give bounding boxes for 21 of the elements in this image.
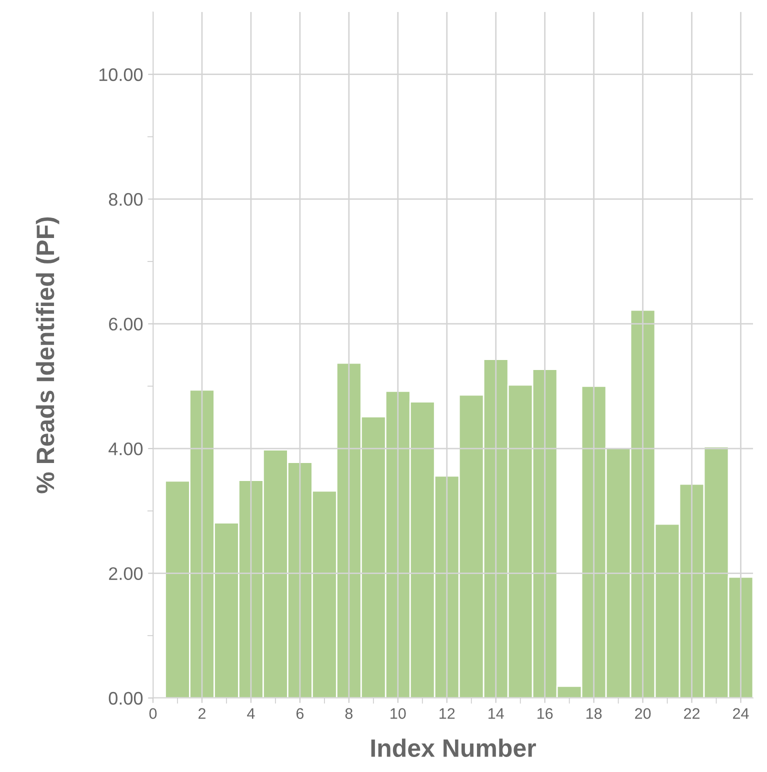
x-tick-label: 24: [733, 708, 749, 719]
x-tick-label: 14: [488, 708, 504, 719]
y-tick-label: 2.00: [109, 567, 143, 580]
x-tick-label: 10: [390, 708, 406, 719]
y-tick-label: 6.00: [109, 318, 143, 331]
y-tick-label: 8.00: [108, 193, 143, 206]
x-tick-label: 2: [198, 708, 206, 719]
x-tick-label: 4: [247, 708, 255, 719]
x-tick-label: 0: [149, 708, 157, 719]
y-tick-label: 4.00: [108, 442, 143, 456]
y-tick-label: 0.00: [108, 692, 143, 705]
x-tick-label: 12: [440, 708, 455, 719]
x-tick-label: 6: [296, 708, 304, 719]
x-tick-label: 8: [345, 708, 353, 719]
x-tick-label: 22: [684, 708, 700, 719]
y-tick-label: 10.00: [99, 68, 143, 82]
x-axis-title: Index Number: [371, 738, 536, 757]
x-tick-label: 16: [538, 708, 553, 719]
y-axis-title: % Reads Identified (PF): [36, 217, 60, 494]
x-tick-label: 18: [586, 708, 602, 719]
x-tick-label: 20: [635, 708, 651, 719]
